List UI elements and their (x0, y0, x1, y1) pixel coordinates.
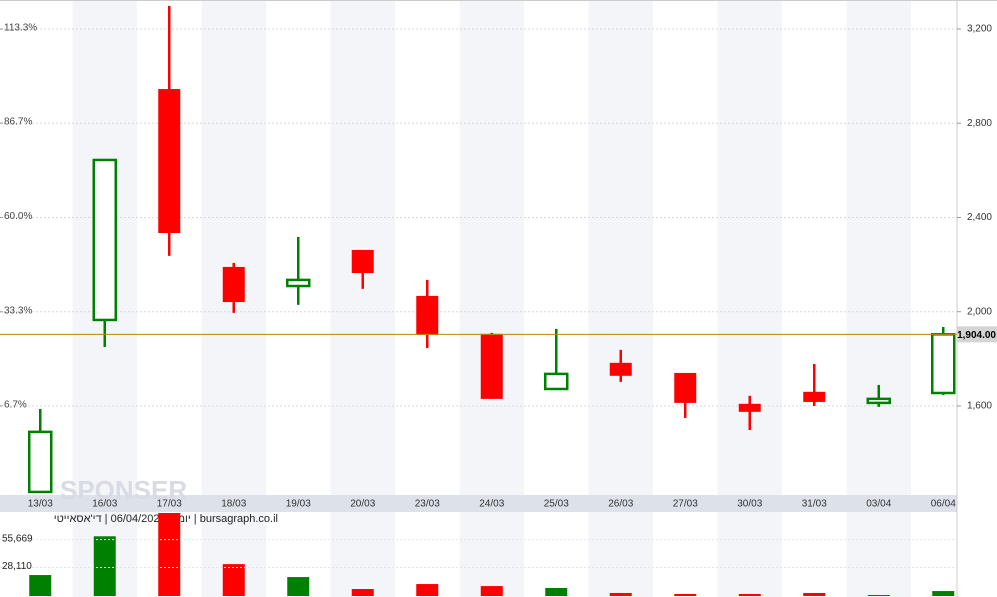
volume-bar (803, 592, 826, 596)
candle-body (351, 249, 374, 274)
volume-bar (158, 513, 181, 596)
x-tick-label: 27/03 (673, 499, 698, 510)
volume-bar (416, 584, 439, 596)
y2-tick-label: 60.0% (4, 211, 32, 222)
y2-tick-label: 33.3% (4, 305, 32, 316)
volume-bar (674, 593, 697, 596)
volume-bar (93, 536, 116, 596)
y-tick-label: 2,000 (967, 306, 992, 317)
x-tick-label: 03/04 (866, 499, 891, 510)
candle-body (931, 333, 956, 395)
last-price-box (957, 326, 997, 343)
volume-bar (287, 577, 310, 596)
y-tick-label: 2,800 (967, 118, 992, 129)
watermark: SPONSER (60, 475, 187, 505)
y-tick-label: 3,200 (967, 24, 992, 35)
candle-body (416, 295, 439, 336)
x-tick-label: 16/03 (92, 499, 117, 510)
x-tick-label: 23/03 (415, 499, 440, 510)
candle-body (158, 89, 181, 234)
x-tick-label: 31/03 (802, 499, 827, 510)
volume-bar (738, 593, 761, 596)
volume-bar (545, 588, 568, 596)
candle-body (738, 403, 761, 412)
candle-body (866, 397, 891, 405)
date-strip (0, 495, 957, 512)
candle-body (480, 333, 503, 399)
y2-tick-label: 113.3% (4, 23, 37, 34)
volume-tick-label: 55,669 (2, 533, 33, 544)
x-tick-label: 13/03 (28, 499, 53, 510)
volume-bar (29, 575, 52, 596)
x-tick-label: 24/03 (479, 499, 504, 510)
y2-tick-label: 6.7% (4, 399, 27, 410)
volume-bar (222, 564, 245, 596)
x-tick-label: 25/03 (544, 499, 569, 510)
y-tick-label: 1,600 (967, 401, 992, 412)
candle-body (222, 266, 245, 303)
candle-body (674, 372, 697, 403)
y2-tick-label: 86.7% (4, 117, 32, 128)
y-tick-label: 2,400 (967, 212, 992, 223)
candle-body (92, 158, 117, 322)
last-price-label: 1,904.00 (957, 330, 996, 341)
volume-bar (609, 592, 632, 596)
x-tick-label: 06/04 (931, 499, 956, 510)
candle-body (28, 430, 53, 494)
candle-body (803, 391, 826, 402)
volume-tick-label: 28,110 (2, 561, 32, 572)
x-tick-label: 19/03 (286, 499, 311, 510)
candle-body (609, 362, 632, 376)
volume-bar (351, 589, 374, 596)
x-tick-label: 18/03 (221, 499, 246, 510)
candle-body (286, 278, 311, 288)
volume-bar (932, 591, 955, 596)
x-tick-label: 26/03 (608, 499, 633, 510)
x-tick-label: 30/03 (737, 499, 762, 510)
volume-bar (480, 586, 503, 596)
x-tick-label: 17/03 (157, 499, 182, 510)
volume-bar (867, 594, 890, 596)
candle-body (544, 372, 569, 391)
x-tick-label: 20/03 (350, 499, 375, 510)
